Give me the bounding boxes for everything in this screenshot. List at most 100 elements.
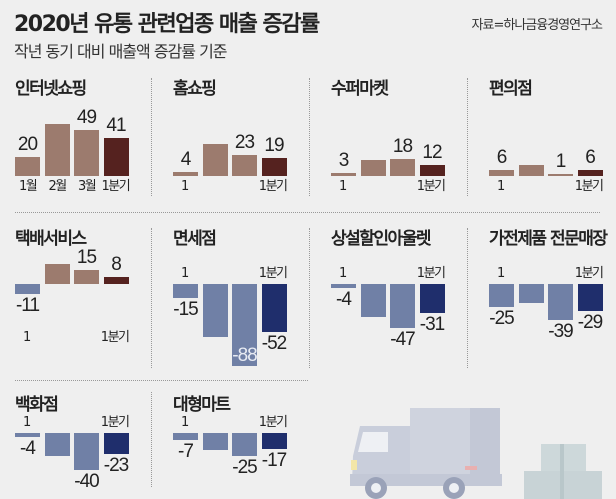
bar [548,174,573,176]
x-axis-label: 1분기 [416,266,446,281]
bar [390,284,415,328]
bar-value-label: 3 [338,150,350,172]
row-divider [15,380,308,381]
x-axis-label: 1월 [19,179,38,194]
bar [202,144,228,176]
bar-value-label: 6 [585,147,596,169]
column-divider [151,228,152,368]
bar-value-label: -88 [232,344,257,366]
bar-value-label: -39 [548,321,573,343]
panel-department-store: 백화점 -4 -40 -23 1 1분기 [15,390,165,492]
bar [173,172,198,176]
bar [360,160,386,176]
bar-value-label: -23 [103,455,129,477]
panel-internet-shopping: 인터넷쇼핑 20 49 41 1월 2월 3월 1분기 [15,74,165,194]
chart-title: 2020년 유통 관련업종 매출 증감률 [14,12,320,37]
bar-value-label: -47 [390,328,415,350]
x-axis-label: 1 [339,266,347,281]
column-divider [151,78,152,196]
bar [360,284,386,318]
x-axis-label: 1분기 [258,266,288,281]
bar [489,284,514,308]
panel-duty-free: 면세점 -15 -88 -52 1 1분기 [173,224,323,374]
panel-title: 백화점 [15,395,59,415]
panel-delivery-service: 택배서비스 -11 15 8 1 1분기 [15,224,165,374]
x-axis-label: 1분기 [100,330,130,346]
bar-value-label: 18 [392,136,413,158]
bar-value-label: -31 [419,313,445,335]
source-note: 자료=하나금융경영연구소 [471,18,603,33]
bar [261,158,287,176]
bar [261,284,287,333]
bar [577,170,603,176]
x-axis-label: 1분기 [101,179,131,194]
column-divider [309,228,310,368]
panel-hypermarket: 대형마트 -7 -25 -17 1 1분기 [173,390,323,490]
panel-title: 택배서비스 [15,229,87,249]
bar [232,154,257,176]
bar [103,276,129,284]
bar-value-label: -25 [489,308,514,330]
x-axis-label: 1 [339,179,347,194]
bar [331,284,356,288]
bar [44,123,70,176]
bar-value-label: -25 [232,457,257,479]
bar-value-label: 23 [234,131,255,153]
boxes-illustration [524,444,602,499]
x-axis-label: 1 [23,415,31,430]
x-axis-label: 1분기 [258,179,288,194]
bar-value-label: 49 [76,107,97,129]
x-axis-label: 1 [497,266,505,281]
truck-illustration [350,408,502,499]
panel-title: 대형마트 [173,395,231,415]
x-axis-label: 1분기 [416,179,446,194]
x-axis-label: 1분기 [574,179,604,194]
column-divider [467,78,468,196]
bar [202,433,228,450]
bar-value-label: 8 [111,253,122,275]
bar-value-label: 41 [106,114,126,136]
bar [74,433,99,471]
bar [232,284,257,366]
x-axis-label: 1분기 [574,266,604,281]
bar [15,157,40,176]
bar [261,433,287,449]
bar [44,433,70,457]
bar-value-label: -11 [15,295,40,317]
bar [419,284,445,313]
x-axis-label: 1 [23,330,31,346]
bar [103,137,129,176]
bar [577,284,603,311]
bar-value-label: 15 [76,247,97,269]
bar-value-label: 19 [264,135,284,157]
panel-supermarket: 수퍼마켓 3 18 12 1 1분기 [331,74,481,194]
column-divider [467,228,468,368]
x-axis-label: 1 [497,179,505,194]
column-divider [309,78,310,196]
panel-title: 인터넷쇼핑 [15,79,87,99]
bar [173,433,198,440]
panel-outlet: 상설할인아울렛 -4 -47 -31 1 1분기 [331,224,481,374]
bar [44,263,70,284]
panel-electronics-store: 가전제품 전문매장 -25 -39 -29 1 1분기 [489,224,616,374]
bar [390,159,415,176]
bar [74,130,99,176]
panel-title: 수퍼마켓 [331,79,389,99]
bar [103,433,129,455]
bar-value-label: -29 [577,311,603,333]
bar [15,284,40,295]
x-axis-label: 1분기 [100,415,130,430]
x-axis-label: 1 [181,266,189,281]
chart-subtitle: 작년 동기 대비 매출액 증감률 기준 [14,42,228,61]
bar [202,284,228,337]
bar [74,270,99,284]
bar-value-label: 1 [555,151,567,172]
bar [518,284,544,303]
bar-value-label: -15 [173,298,198,320]
bar [331,173,356,176]
bar-value-label: 6 [496,147,508,169]
row-divider [15,212,600,213]
x-axis-label: 1 [181,179,189,194]
bar [419,164,445,176]
